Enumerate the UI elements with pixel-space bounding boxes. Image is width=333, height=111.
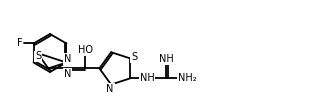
Text: N: N xyxy=(64,69,71,79)
Text: S: S xyxy=(35,52,41,61)
Text: NH₂: NH₂ xyxy=(178,73,196,83)
Text: N: N xyxy=(64,54,71,64)
Text: F: F xyxy=(17,38,22,48)
Text: NH: NH xyxy=(140,73,155,83)
Text: S: S xyxy=(131,52,137,62)
Text: N: N xyxy=(107,84,114,94)
Text: HO: HO xyxy=(78,45,93,55)
Text: NH: NH xyxy=(159,54,173,64)
